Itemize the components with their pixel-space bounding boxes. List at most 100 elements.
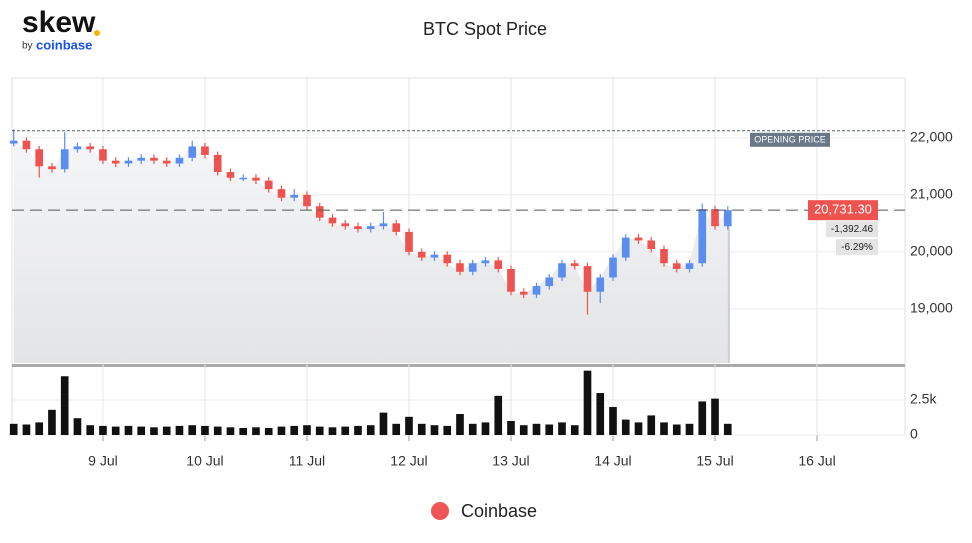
volume-bar	[150, 427, 158, 435]
x-tick-label: 14 Jul	[594, 453, 631, 469]
candle-body	[264, 180, 273, 190]
volume-bar	[558, 422, 566, 435]
candle-body	[48, 166, 56, 170]
close-area	[13, 140, 728, 363]
candle-body	[634, 237, 643, 241]
volume-bar	[634, 422, 643, 435]
y-tick-label: 20,000	[910, 243, 953, 259]
volume-bar	[443, 425, 452, 435]
logo-name: skew	[22, 6, 96, 39]
candle-body	[150, 157, 158, 161]
logo-dot	[94, 30, 100, 36]
volume-bar	[9, 423, 18, 435]
volume-bar	[277, 426, 286, 435]
candle-body	[162, 160, 171, 164]
legend-swatch	[431, 502, 449, 520]
x-tick-label: 16 Jul	[798, 453, 835, 469]
volume-bar	[60, 376, 69, 435]
volume-bar	[213, 426, 222, 435]
candle-body	[723, 210, 732, 227]
y-tick-label: 22,000	[910, 129, 953, 145]
candle-body	[303, 194, 311, 207]
logo-brand: coinbase	[36, 37, 92, 52]
volume-bar	[570, 425, 579, 435]
volume-bar	[35, 422, 44, 435]
volume-bar	[22, 424, 31, 435]
candle-body	[124, 160, 133, 164]
candle-body	[685, 263, 694, 269]
candle-body	[672, 263, 681, 269]
candle-body	[73, 146, 82, 150]
volume-bar	[583, 370, 592, 435]
y-tick-label: 19,000	[910, 300, 953, 316]
volume-bar	[162, 426, 171, 435]
candle-body	[226, 172, 235, 178]
candle-body	[99, 149, 107, 161]
candle-body	[252, 177, 260, 181]
volume-bar	[239, 428, 248, 435]
marks	[9, 129, 732, 435]
candle-body	[137, 157, 146, 161]
volume-bar	[660, 422, 668, 435]
candle-body	[379, 223, 388, 227]
candle-body	[111, 160, 120, 164]
volume-bar	[507, 421, 515, 435]
volume-bar	[99, 425, 107, 435]
candle-body	[558, 263, 566, 278]
change-label: -1,392.46	[831, 224, 874, 235]
volume-bar	[481, 422, 490, 435]
volume-bar	[124, 425, 133, 435]
volume-bar	[328, 427, 337, 435]
candle-body	[392, 223, 401, 232]
candle-body	[188, 146, 197, 158]
volume-bar	[252, 427, 260, 435]
candle-body	[583, 266, 592, 292]
candle-body	[328, 217, 337, 224]
candle-body	[417, 251, 426, 258]
candle-body	[570, 263, 579, 267]
candle-body	[532, 286, 541, 295]
area-layer	[13, 140, 730, 363]
volume-bar	[698, 401, 707, 435]
x-tick-label: 10 Jul	[186, 453, 223, 469]
volume-bar	[315, 426, 324, 435]
overlay: OPENING PRICE 20,731.30 -1,392.46 -6.29% Coi…	[12, 130, 905, 521]
candle-body	[60, 149, 69, 170]
volume-bar	[366, 425, 375, 435]
candle-body	[354, 226, 362, 230]
x-tick-label: 15 Jul	[696, 453, 733, 469]
opening-price-box	[750, 132, 830, 147]
candle-body	[507, 268, 515, 292]
volume-bar	[73, 418, 82, 435]
volume-bar	[532, 423, 541, 435]
candle-body	[596, 277, 605, 292]
legend-label: Coinbase	[461, 501, 537, 521]
candle-body	[456, 263, 464, 272]
candle-body	[277, 189, 286, 198]
volume-bar	[405, 416, 413, 435]
volume-bar	[621, 419, 630, 435]
volume-bar	[201, 425, 209, 435]
volume-bar	[86, 425, 95, 435]
volume-bar	[137, 426, 146, 435]
volume-bar	[596, 393, 605, 435]
volume-bar	[456, 414, 464, 435]
candle-body	[213, 154, 222, 173]
candle-body	[609, 257, 617, 278]
candle-body	[711, 209, 719, 227]
candle-body	[201, 146, 209, 155]
candle-body	[443, 254, 452, 264]
candle-body	[698, 209, 707, 264]
volume-bar	[519, 425, 528, 435]
volume-bar	[494, 395, 503, 435]
volume-bar	[392, 423, 401, 435]
x-tick-label: 12 Jul	[390, 453, 427, 469]
volume-bar	[545, 424, 554, 435]
last-price-label: 20,731.30	[814, 202, 872, 217]
candle-body	[405, 231, 413, 252]
volume-bar	[290, 425, 299, 435]
candle-body	[35, 149, 44, 167]
y2-tick-label: 0	[910, 426, 918, 442]
volume-bar	[226, 427, 235, 435]
